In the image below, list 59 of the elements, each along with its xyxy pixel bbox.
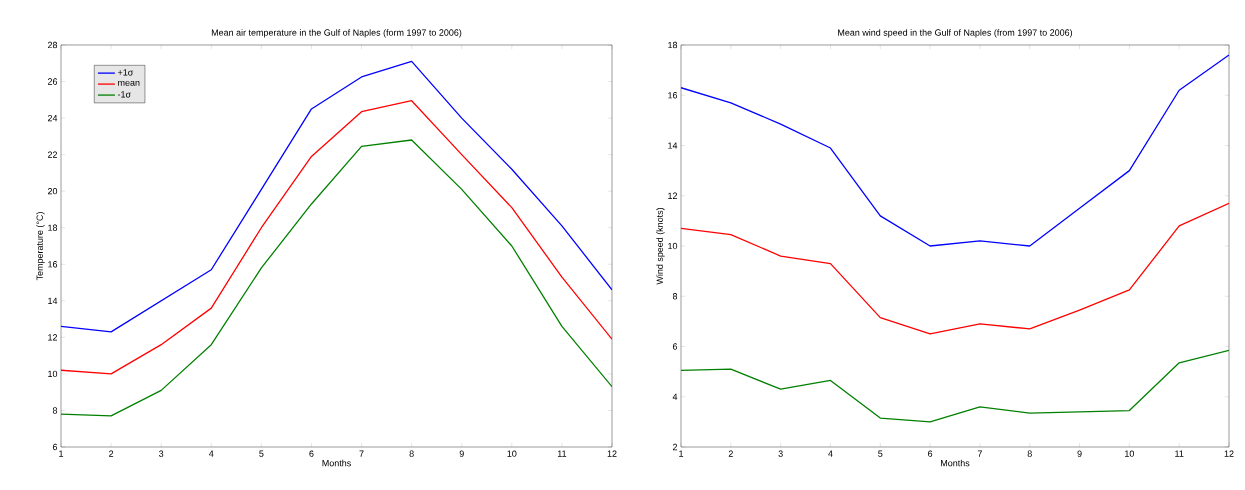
y-tick-label: 26: [47, 78, 58, 85]
y-tick-label: 8: [52, 407, 58, 414]
y-tick-label: 22: [47, 151, 58, 158]
x-tick-label: 5: [878, 450, 883, 457]
x-tick-label: 2: [728, 450, 733, 457]
x-tick-label: 10: [1125, 450, 1135, 457]
y-tick-label: 28: [47, 41, 58, 49]
x-tick-label: 10: [507, 450, 517, 457]
x-tick-label: 6: [928, 450, 933, 457]
y-tick-label: 14: [668, 142, 678, 149]
chart-title: Mean air temperature in the Gulf of Naples (form 1997 to 2006): [211, 29, 462, 38]
y-tick-label: 6: [52, 443, 58, 451]
y-tick-label: 14: [48, 297, 58, 304]
y-tick-label: 12: [48, 334, 58, 341]
x-tick-label: 11: [1175, 450, 1184, 457]
x-tick-label: 12: [1224, 450, 1234, 457]
x-tick-label: 9: [1077, 450, 1082, 457]
y-tick-label: 24: [47, 114, 58, 122]
x-axis-title: Months: [322, 459, 351, 467]
x-axis-title: Months: [941, 459, 970, 467]
x-tick-label: 1: [59, 450, 64, 457]
legend-label: +1σ: [117, 69, 134, 76]
x-tick-label: 3: [159, 450, 164, 457]
y-tick-label: 8: [672, 293, 678, 300]
line-series: [681, 54, 1230, 247]
x-tick-label: 7: [359, 450, 364, 457]
x-tick-label: 6: [309, 450, 314, 457]
legend-label: -1σ: [117, 91, 131, 98]
y-tick-label: 2: [672, 443, 678, 451]
x-tick-label: 3: [778, 450, 783, 457]
y-tick-label: 16: [668, 92, 678, 99]
y-tick-label: 6: [672, 343, 678, 350]
x-tick-label: 8: [409, 450, 414, 457]
y-tick-label: 12: [668, 192, 678, 199]
x-tick-label: 7: [977, 450, 982, 457]
chart-title: Mean wind speed in the Gulf of Naples (from 1997 to 2006): [838, 29, 1073, 38]
x-tick-label: 4: [208, 450, 214, 457]
y-tick-label: 4: [672, 393, 678, 400]
x-tick-label: 1: [679, 450, 684, 457]
line-series: [681, 349, 1230, 423]
x-tick-label: 4: [828, 450, 833, 457]
y-tick-label: 16: [48, 261, 58, 268]
x-tick-label: 12: [607, 450, 617, 457]
y-axis-title: Wind speed (knots): [656, 207, 665, 285]
y-tick-label: 10: [668, 242, 678, 250]
x-tick-label: 2: [109, 450, 114, 457]
y-tick-label: 18: [48, 224, 58, 231]
line-series: [681, 202, 1230, 335]
line-series: [61, 139, 613, 417]
y-axis-title: Temperature (°C): [36, 212, 45, 281]
line-series: [61, 100, 613, 375]
x-tick-label: 11: [557, 450, 567, 457]
y-tick-label: 10: [48, 370, 58, 378]
y-tick-label: 20: [47, 188, 58, 195]
x-tick-label: 9: [459, 450, 464, 457]
y-tick-label: 18: [668, 41, 678, 49]
x-tick-label: 8: [1027, 450, 1032, 457]
legend-label: mean: [118, 80, 140, 86]
x-tick-label: 5: [259, 450, 264, 457]
